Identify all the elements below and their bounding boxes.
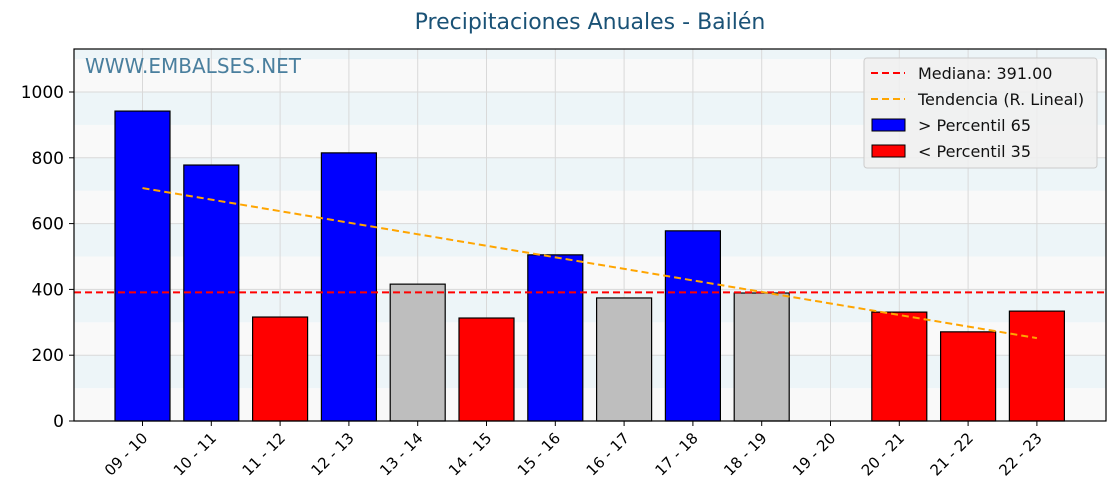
x-tick-label: 21 - 22	[927, 429, 977, 479]
x-tick-label: 18 - 19	[720, 429, 770, 479]
bar-22-23	[1008, 310, 1066, 422]
x-tick-label: 10 - 11	[170, 429, 220, 479]
x-tick-label: 14 - 15	[445, 429, 495, 479]
legend-item-label: < Percentil 35	[918, 142, 1031, 161]
bar-17-18	[664, 230, 722, 422]
bar-13-14	[389, 283, 446, 422]
bar-18-19	[733, 292, 790, 422]
x-axis: 09 - 10 10 - 11 11 - 12 12 - 13 13 - 14 14 - …	[101, 421, 1046, 479]
bar-20-21	[871, 311, 928, 422]
bar-12-13	[320, 152, 377, 422]
bar-11-12	[252, 316, 309, 422]
y-axis: 0 200 400 600 800 1000	[21, 83, 74, 432]
y-tick-label: 0	[53, 412, 64, 432]
background-bands	[74, 49, 1106, 421]
y-tick-label: 200	[32, 346, 64, 366]
bars	[114, 110, 1066, 422]
bar-16-17	[595, 297, 653, 422]
x-tick-label: 22 - 23	[995, 429, 1045, 479]
x-tick-label: 19 - 20	[789, 429, 839, 479]
bar-21-22	[939, 331, 997, 422]
chart-title: Precipitaciones Anuales - Bailén	[414, 10, 766, 35]
x-tick-label: 20 - 21	[858, 429, 908, 479]
legend-item-label: > Percentil 65	[918, 116, 1031, 135]
y-tick-label: 1000	[21, 83, 64, 103]
x-tick-label: 15 - 16	[514, 429, 564, 479]
x-tick-label: 11 - 12	[239, 429, 289, 479]
reference-lines	[74, 187, 1106, 340]
trend-line	[142, 187, 1038, 340]
y-tick-label: 800	[32, 149, 64, 169]
x-tick-label: 17 - 18	[651, 429, 701, 479]
bar-09-10	[114, 110, 171, 422]
y-tick-label: 600	[32, 215, 64, 235]
legend-item-label: Tendencia (R. Lineal)	[917, 90, 1084, 109]
x-tick-label: 12 - 13	[307, 429, 357, 479]
watermark: WWW.EMBALSES.NET	[85, 54, 302, 78]
x-tick-label: 13 - 14	[376, 429, 426, 479]
bar-14-15	[458, 317, 515, 422]
legend-item-label: Mediana: 391.00	[918, 64, 1052, 83]
bar-15-16	[527, 254, 584, 422]
x-tick-label: 09 - 10	[101, 429, 151, 479]
x-tick-label: 16 - 17	[583, 429, 633, 479]
legend: Mediana: 391.00 Tendencia (R. Lineal) > P…	[863, 57, 1098, 169]
plot-frame	[73, 48, 1107, 422]
y-tick-label: 400	[32, 280, 64, 300]
